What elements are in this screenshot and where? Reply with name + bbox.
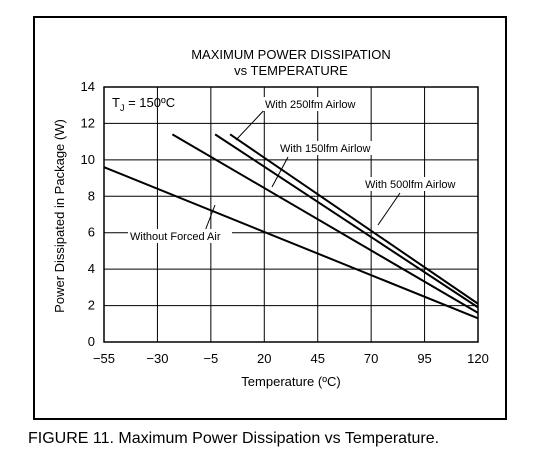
x-tick-label: 45 (310, 351, 324, 366)
y-tick-label: 8 (88, 188, 95, 203)
label-leader-line (377, 192, 401, 226)
x-tick-label: 20 (257, 351, 271, 366)
y-tick-label: 2 (88, 298, 95, 313)
label-background (128, 229, 232, 243)
y-tick-label: 12 (81, 115, 95, 130)
label-leader-line (235, 105, 269, 141)
x-tick-label: 95 (417, 351, 431, 366)
x-tick-label: 120 (467, 351, 489, 366)
x-axis-label: Temperature (ºC) (241, 374, 340, 389)
chart-frame (33, 16, 507, 420)
label-background (278, 141, 382, 155)
y-tick-label: 4 (88, 261, 95, 276)
label-background (363, 177, 461, 191)
x-tick-label: 70 (364, 351, 378, 366)
y-tick-label: 0 (88, 334, 95, 349)
x-tick-label: −55 (93, 351, 115, 366)
y-axis-ticks: 0 2 4 6 8 10 12 14 (81, 79, 95, 349)
series-line-2 (214, 133, 479, 309)
chart-subtitle: vs TEMPERATURE (234, 63, 348, 78)
series-label: With 250lfm Airlow (265, 99, 356, 111)
series-line-0 (103, 166, 479, 320)
y-tick-label: 6 (88, 225, 95, 240)
label-leader-line (271, 156, 289, 188)
x-tick-label: −30 (146, 351, 168, 366)
series-line-3 (229, 133, 479, 305)
grid (104, 87, 478, 342)
chart: 0 2 4 6 8 10 12 14 −55 −30 −5 20 45 70 95 120 Without … (52, 47, 489, 389)
series-line-1 (171, 133, 479, 314)
series-labels: Without Forced Air With 150lfm Airlow With… (128, 97, 461, 243)
x-tick-label: −5 (203, 351, 218, 366)
series-lines (103, 133, 479, 320)
figure-caption: FIGURE 11. Maximum Power Dissipation vs … (28, 430, 440, 447)
series-label: With 150lfm Airlow (280, 143, 371, 155)
plot-area (103, 86, 479, 343)
x-axis-ticks: −55 −30 −5 20 45 70 95 120 (93, 351, 489, 366)
y-tick-label: 10 (81, 152, 95, 167)
label-background (263, 97, 369, 111)
series-label: With 500lfm Airlow (365, 179, 456, 191)
series-label: Without Forced Air (130, 231, 221, 243)
chart-title: MAXIMUM POWER DISSIPATION (191, 47, 391, 62)
label-leader-line (204, 204, 216, 232)
y-tick-label: 14 (81, 79, 95, 94)
y-axis-label: Power Dissipated in Package (W) (52, 119, 67, 313)
junction-temperature-annotation: TJ = 150ºC (112, 95, 175, 113)
